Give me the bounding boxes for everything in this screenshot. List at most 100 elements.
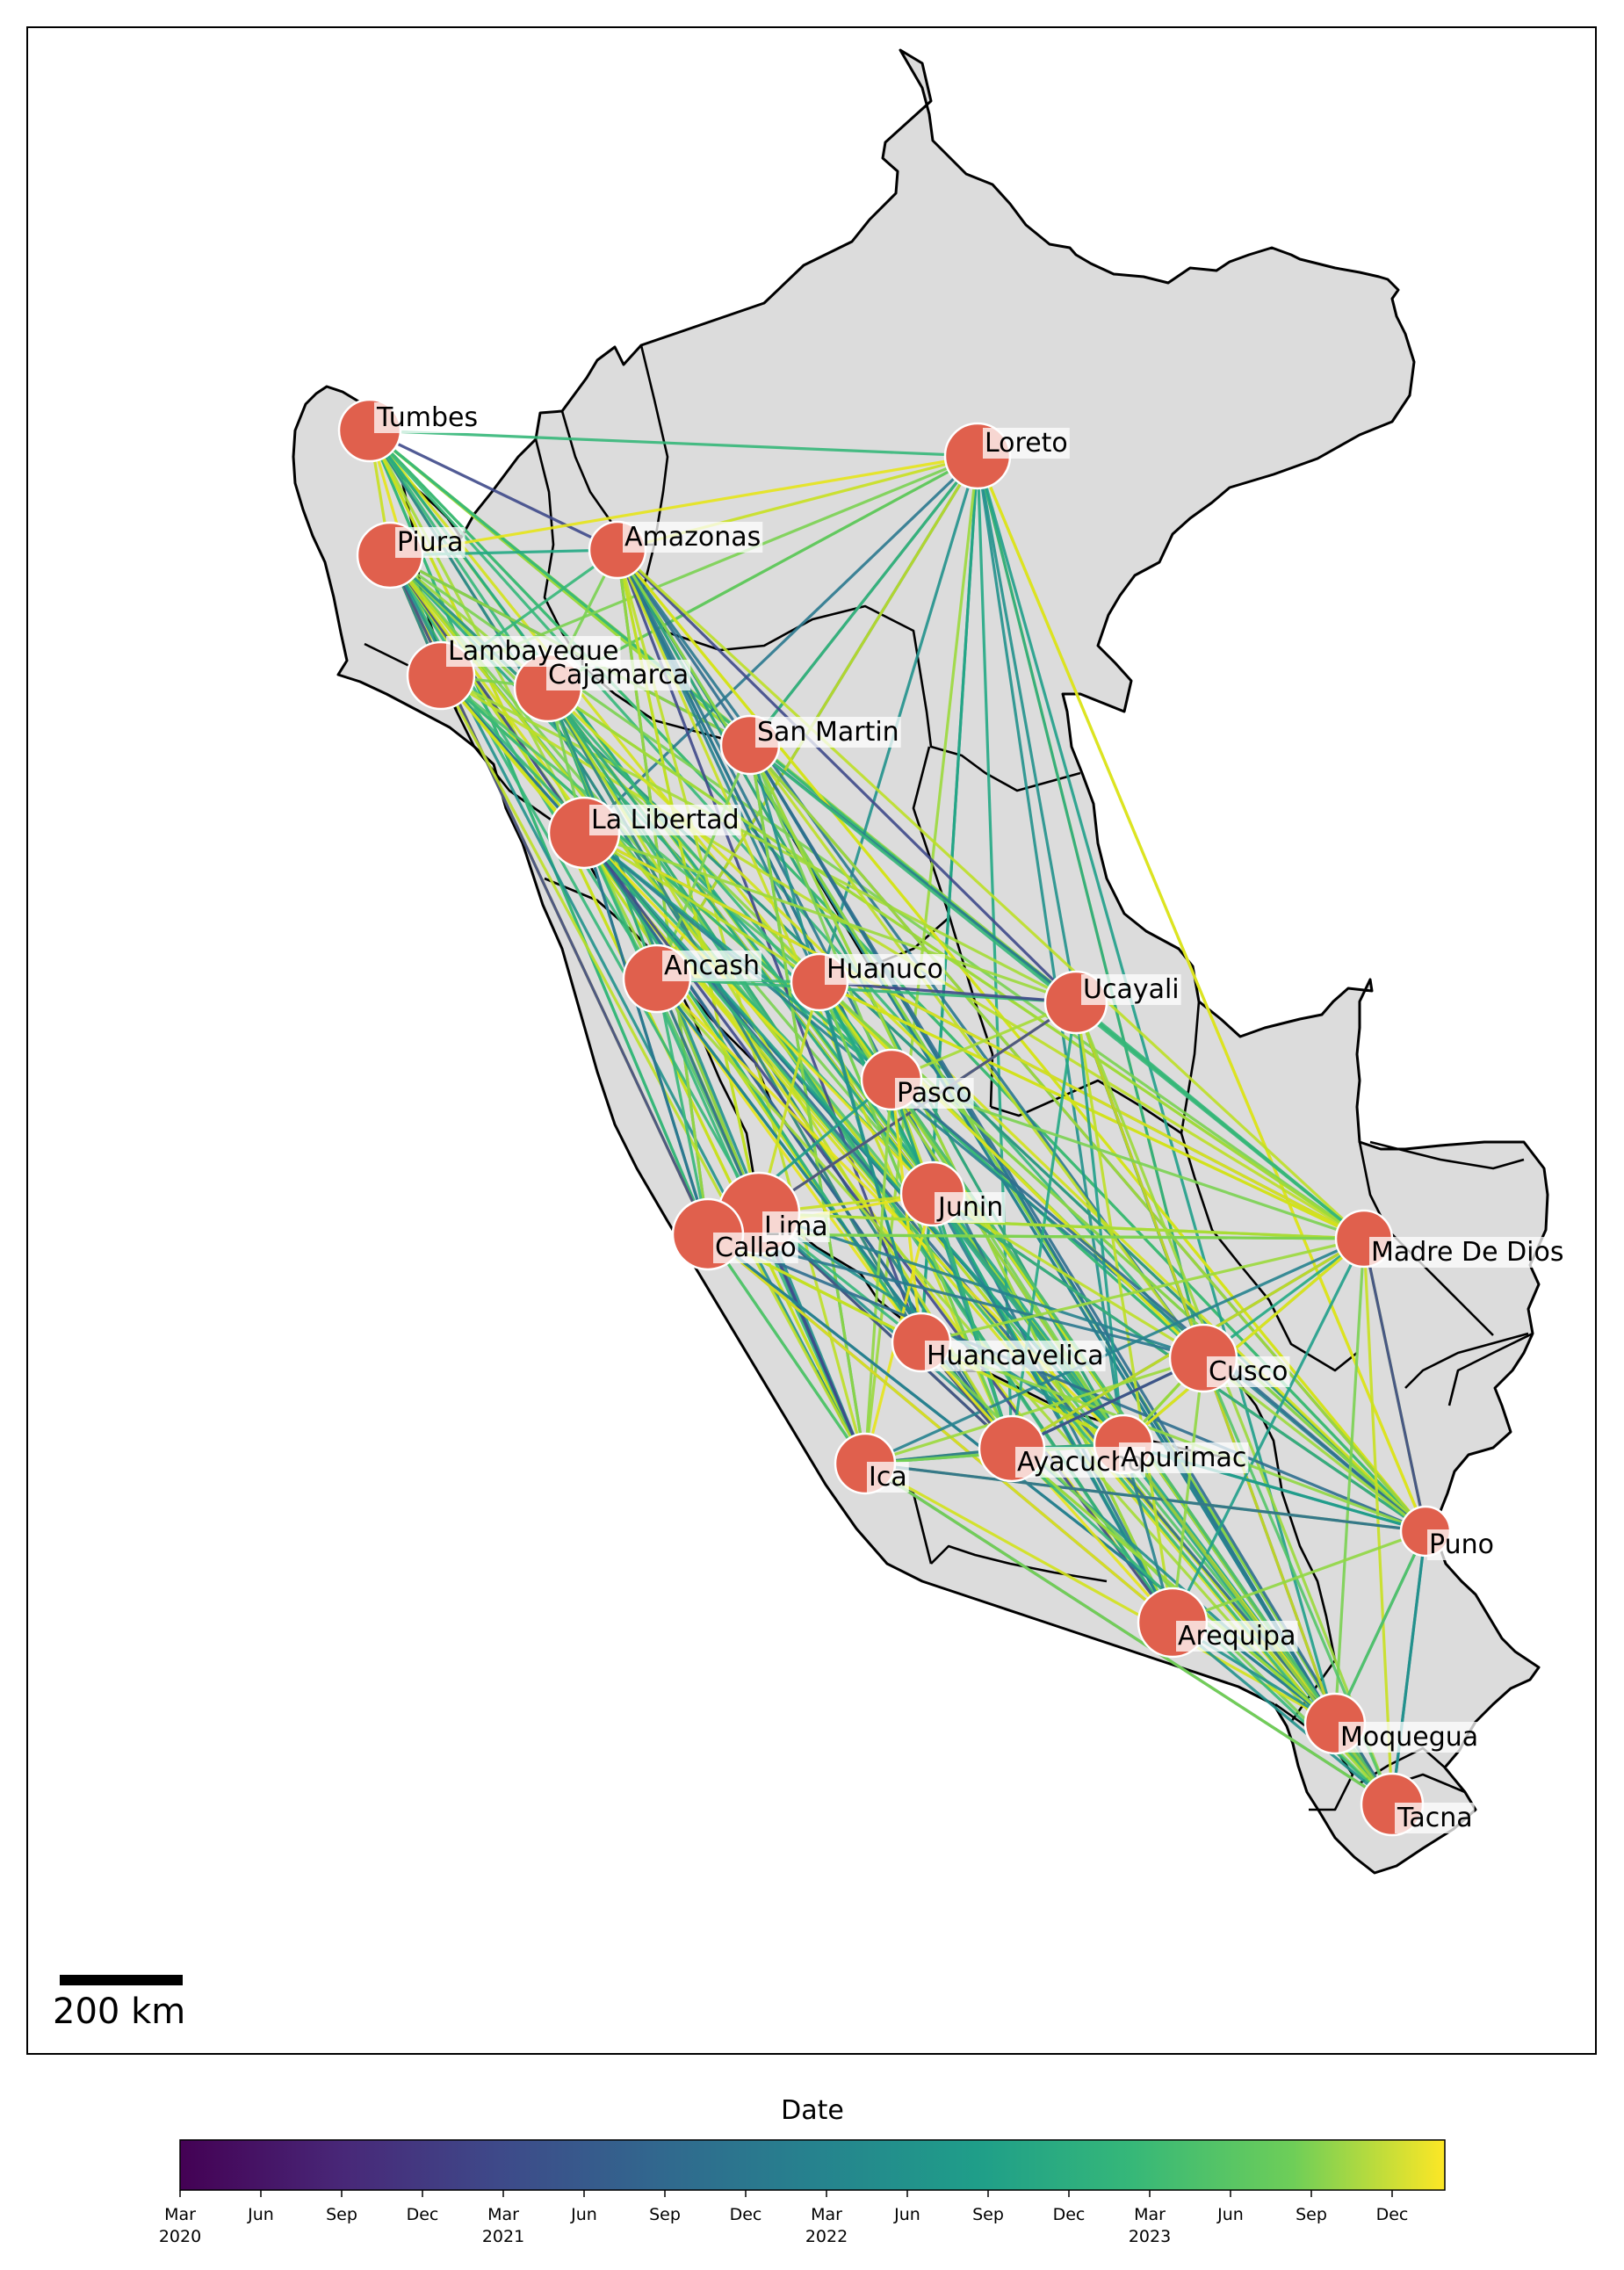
colorbar-ticks: Mar 2020 Jun Sep Dec Mar 2021 Jun Sep Dec Mar 2022 J… — [159, 2190, 1409, 2246]
region-label-bg — [983, 428, 1070, 459]
region-label-bg — [713, 1233, 798, 1263]
colorbar-tick-year: 2022 — [805, 2227, 848, 2246]
region-label-madre-de-dios: Madre De Dios — [1371, 1237, 1564, 1268]
region-label-san-martin: San Martin — [757, 717, 899, 748]
flow-edge — [439, 675, 867, 1464]
colorbar-tick-label: Jun — [1216, 2205, 1244, 2224]
colorbar-tick-label: Jun — [247, 2205, 274, 2224]
colorbar-tick-label: Dec — [1376, 2205, 1409, 2224]
region-label-bg — [1395, 1803, 1475, 1833]
flow-edge — [439, 674, 1205, 1360]
region-label-bg — [1176, 1621, 1298, 1652]
flow-edge — [1362, 1238, 1394, 1805]
flow-edge — [864, 1462, 1393, 1806]
region-label-pasco: Pasco — [897, 1078, 972, 1109]
flow-edge — [818, 980, 1205, 1360]
flow-edge — [583, 831, 820, 984]
flow-edge — [1333, 1530, 1427, 1724]
scale-bar: 200 km — [53, 1975, 185, 2032]
scale-bar-line — [60, 1975, 183, 1985]
flow-edge — [1362, 1238, 1427, 1532]
flow-edge — [757, 1211, 1014, 1450]
colorbar-gradient — [179, 2139, 1446, 2191]
colorbar-tick-label: Mar — [164, 2205, 196, 2224]
region-label-amazonas: Amazonas — [624, 522, 761, 553]
region-label-bg — [867, 1462, 909, 1493]
flow-edge — [1010, 1447, 1337, 1725]
flow-edge — [976, 455, 1078, 1003]
flow-edge — [369, 429, 978, 458]
colorbar-tick-label: Sep — [649, 2205, 681, 2224]
flow-edge — [976, 455, 1014, 1449]
flow-edge — [707, 1233, 1426, 1533]
flow-edge — [1390, 1530, 1427, 1805]
flow-edge — [748, 455, 979, 746]
colorbar-tick-label: Dec — [407, 2205, 439, 2224]
colorbar-tick-year: 2023 — [1129, 2227, 1171, 2246]
flow-edge — [864, 1462, 1426, 1533]
region-label-bg — [755, 717, 901, 748]
flow-edge — [582, 831, 1427, 1533]
colorbar-tick-label: Mar — [1134, 2205, 1166, 2224]
region-label-bg — [623, 522, 763, 553]
flow-edge — [748, 744, 867, 1464]
flow-edge — [1074, 1001, 1174, 1623]
flow-edge — [920, 1237, 1365, 1344]
scale-bar-label: 200 km — [53, 1992, 185, 2032]
flow-edge — [582, 831, 935, 1196]
region-label-cajamarca: Cajamarca — [548, 660, 689, 690]
flow-edge — [616, 548, 1366, 1240]
flow-edge — [1171, 1357, 1205, 1623]
flow-edge — [1172, 1529, 1426, 1624]
colorbar-tick-label: Jun — [570, 2205, 597, 2224]
flow-edge — [1333, 1238, 1366, 1724]
flow-edge — [582, 832, 867, 1464]
flow-edge — [758, 1211, 1365, 1240]
region-label-bg — [895, 1078, 974, 1109]
region-label-arequipa: Arequipa — [1178, 1621, 1296, 1652]
region-label-puno: Puno — [1429, 1529, 1494, 1560]
flow-edge — [582, 832, 710, 1235]
flow-edge — [863, 1079, 893, 1464]
flow-edge — [891, 1001, 1077, 1081]
flow-edge — [583, 831, 1365, 1240]
region-label-bg — [935, 1192, 1006, 1223]
flow-edge — [368, 430, 710, 1235]
region-label-bg — [925, 1341, 1106, 1371]
flow-edge — [864, 1237, 1365, 1465]
flow-edge — [748, 744, 1205, 1359]
region-label-ucayali: Ucayali — [1083, 974, 1180, 1005]
flow-edge — [864, 1462, 1336, 1725]
region-label-bg — [1207, 1356, 1290, 1387]
flow-edge — [920, 1341, 1426, 1533]
flow-edge — [1171, 1238, 1366, 1623]
flow-edge — [546, 687, 1394, 1805]
region-label-cusco: Cusco — [1209, 1356, 1288, 1387]
region-label-moquegua: Moquegua — [1340, 1722, 1478, 1753]
region-label-bg — [1119, 1442, 1249, 1473]
colorbar-tick-label: Sep — [1296, 2205, 1327, 2224]
region-label-ancash: Ancash — [664, 951, 760, 981]
flow-edge — [1074, 1001, 1125, 1445]
flow-edge — [440, 674, 1077, 1004]
flow-edge — [758, 1211, 1204, 1360]
region-label-apurimac: Apurimac — [1121, 1442, 1246, 1473]
colorbar-tick-label: Mar — [487, 2205, 519, 2224]
flow-edge — [976, 455, 1427, 1532]
region-label-bg — [546, 660, 691, 690]
region-label-bg — [825, 954, 945, 985]
region-label-tacna: Tacna — [1397, 1803, 1473, 1833]
colorbar-tick-label: Sep — [326, 2205, 357, 2224]
flow-edge — [1122, 1237, 1366, 1446]
colorbar-tick-label: Jun — [893, 2205, 920, 2224]
colorbar-tick-year: 2021 — [482, 2227, 524, 2246]
colorbar-title: Date — [781, 2095, 844, 2126]
flow-edge — [547, 686, 1365, 1240]
colorbar-tick-label: Sep — [972, 2205, 1004, 2224]
region-label-tumbes: Tumbes — [376, 402, 478, 433]
colorbar-tick-year: 2020 — [159, 2227, 201, 2246]
colorbar-tick-label: Dec — [1053, 2205, 1086, 2224]
